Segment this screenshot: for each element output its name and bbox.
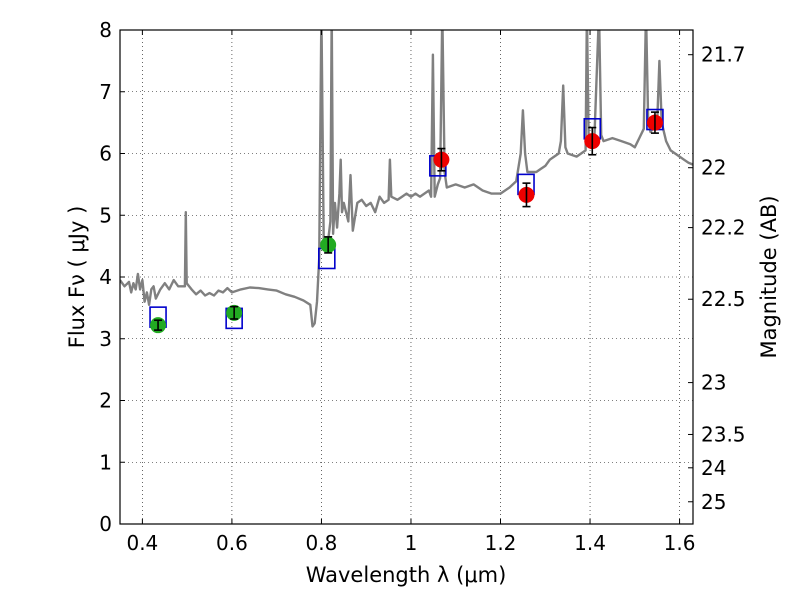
- axis-tick-labels: 0.4 0.6 0.8 1 1.2 1.4 1.601234567821.72222.222…: [99, 18, 745, 555]
- x-tick-label: 0.8: [306, 531, 338, 555]
- axis-ticks: [120, 29, 693, 525]
- right-tick-label: 25: [701, 490, 726, 514]
- y-tick-label: 1: [99, 450, 112, 474]
- y-tick-label: 3: [99, 327, 112, 351]
- y-axis-label: Flux Fν ( μJy ): [65, 206, 89, 349]
- data-points-layer: [150, 111, 663, 334]
- y-tick-label: 5: [99, 203, 112, 227]
- right-tick-label: 24: [701, 456, 726, 480]
- x-tick-label: 1: [405, 531, 418, 555]
- right-tick-label: 22: [701, 156, 726, 180]
- x-tick-label: 0.4: [126, 531, 158, 555]
- y-tick-label: 7: [99, 80, 112, 104]
- x-tick-label: 1.6: [664, 531, 696, 555]
- right-tick-label: 22.2: [701, 216, 746, 240]
- y-axis-right-label: Magnitude (AB): [757, 195, 781, 358]
- right-tick-label: 23: [701, 371, 726, 395]
- y-tick-label: 4: [99, 265, 112, 289]
- y-tick-label: 0: [99, 512, 112, 536]
- y-tick-label: 8: [99, 18, 112, 42]
- x-tick-label: 1.4: [574, 531, 606, 555]
- x-axis-label: Wavelength λ (μm): [306, 563, 507, 587]
- y-tick-label: 6: [99, 142, 112, 166]
- right-tick-label: 23.5: [701, 422, 746, 446]
- x-tick-label: 0.6: [216, 531, 248, 555]
- x-tick-label: 1.2: [485, 531, 517, 555]
- y-tick-label: 2: [99, 389, 112, 413]
- right-tick-label: 21.7: [701, 43, 746, 67]
- right-tick-label: 22.5: [701, 287, 746, 311]
